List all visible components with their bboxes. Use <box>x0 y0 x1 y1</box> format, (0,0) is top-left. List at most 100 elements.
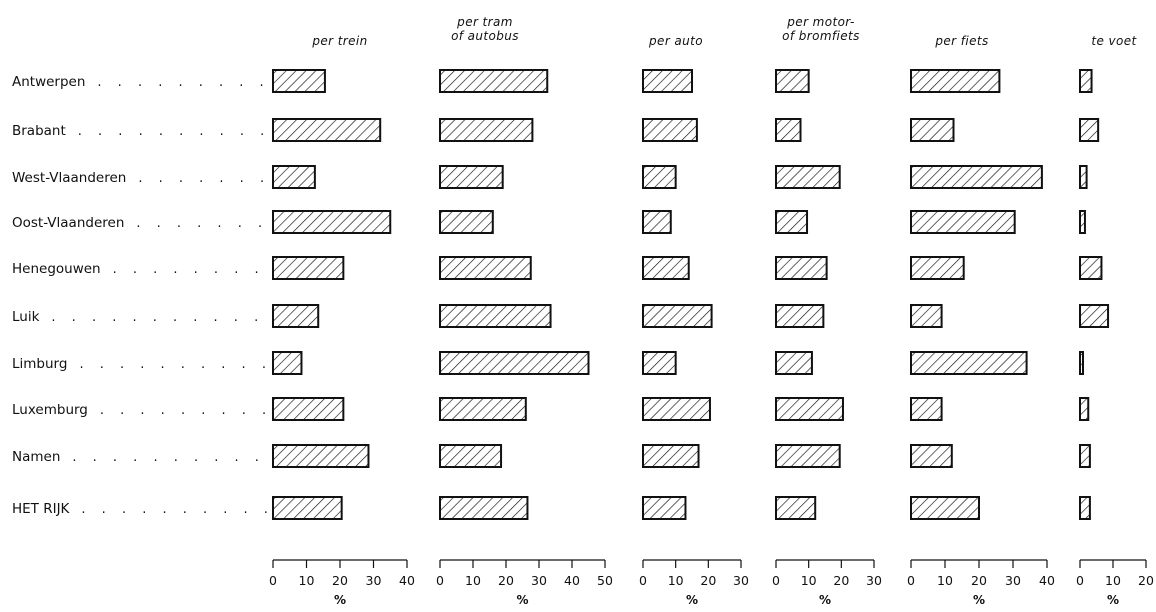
x-tick-label: 40 <box>399 573 415 588</box>
bar <box>439 210 494 234</box>
dot-leader: . . . . . . . . . <box>97 75 269 90</box>
x-tick-label: 0 <box>269 573 277 588</box>
x-tick-label: 10 <box>1105 573 1121 588</box>
x-tick-label: 30 <box>366 573 382 588</box>
x-tick-label: 10 <box>668 573 684 588</box>
x-axis-unit: % <box>516 593 528 607</box>
x-axis-unit: % <box>686 593 698 607</box>
dot-leader: . . . . . . . . . . <box>78 124 271 139</box>
x-tick-label: 30 <box>866 573 882 588</box>
x-tick-label: 40 <box>1039 573 1055 588</box>
bar <box>1079 351 1084 375</box>
category-label: HET RIJK <box>12 501 71 517</box>
dot-leader: . . . . . . . . . . <box>72 450 265 465</box>
dot-leader: . . . . . . . . . . <box>81 502 274 517</box>
bar <box>642 210 672 234</box>
category-label: West-Vlaanderen <box>12 170 126 186</box>
x-tick-label: 0 <box>639 573 647 588</box>
x-tick-label: 10 <box>299 573 315 588</box>
panel-header: per auto <box>648 34 703 48</box>
bar <box>642 496 687 520</box>
x-tick-label: 10 <box>801 573 817 588</box>
bar <box>910 210 1016 234</box>
x-tick-label: 0 <box>436 573 444 588</box>
x-tick-label: 30 <box>531 573 547 588</box>
bar <box>272 118 382 142</box>
category-label: Limburg <box>12 356 67 372</box>
bar <box>910 351 1028 375</box>
x-tick-label: 30 <box>1005 573 1021 588</box>
bar <box>272 256 345 280</box>
panel-header: te voet <box>1091 34 1137 48</box>
category-label: Brabant <box>12 123 66 139</box>
bar <box>439 496 529 520</box>
bar <box>775 444 841 468</box>
bar <box>439 69 549 93</box>
bar <box>642 118 698 142</box>
bar <box>910 118 955 142</box>
bar <box>1079 304 1110 328</box>
bar <box>1079 210 1086 234</box>
bar <box>439 351 590 375</box>
bar <box>775 496 817 520</box>
x-tick-label: 10 <box>937 573 953 588</box>
bar <box>910 444 953 468</box>
x-tick-label: 20 <box>971 573 987 588</box>
category-label: Oost-Vlaanderen <box>12 215 124 231</box>
x-tick-label: 0 <box>907 573 915 588</box>
panel-5: per fiets 0 10 20 30 40% <box>907 34 1055 607</box>
bar <box>1079 496 1091 520</box>
x-axis-unit: % <box>973 593 985 607</box>
category-label: Luik <box>12 309 40 325</box>
bar <box>642 304 713 328</box>
bar <box>910 256 965 280</box>
x-tick-label: 20 <box>332 573 348 588</box>
category-label: Namen <box>12 449 60 465</box>
bar <box>272 496 343 520</box>
dot-leader: . . . . . . . . <box>113 262 265 277</box>
bar <box>272 304 320 328</box>
bar <box>775 69 810 93</box>
bar <box>272 351 303 375</box>
bar <box>910 397 943 421</box>
row-labels: Antwerpen . . . . . . . . . Brabant . . . .… <box>12 74 284 517</box>
bar <box>272 165 316 189</box>
panel-header-line2: of autobus <box>451 29 519 43</box>
x-axis-unit: % <box>1107 593 1119 607</box>
bar <box>775 165 841 189</box>
bar <box>272 210 392 234</box>
bar <box>775 351 813 375</box>
category-label: Antwerpen <box>12 74 85 90</box>
bar <box>642 69 693 93</box>
bar <box>775 210 809 234</box>
bar <box>775 256 828 280</box>
bar <box>272 444 370 468</box>
bar <box>910 69 1001 93</box>
x-axis-unit: % <box>819 593 831 607</box>
bar <box>439 165 504 189</box>
bar <box>1079 256 1103 280</box>
dot-leader: . . . . . . . . . . . . <box>51 310 284 325</box>
bar <box>439 397 527 421</box>
bar <box>910 304 943 328</box>
dot-leader: . . . . . . . <box>138 171 270 186</box>
bar <box>1079 444 1091 468</box>
bar <box>1079 69 1093 93</box>
category-label: Henegouwen <box>12 261 101 277</box>
bar <box>775 118 802 142</box>
panel-3: per auto 0 10 20 30% <box>639 34 749 607</box>
x-tick-label: 20 <box>1138 573 1154 588</box>
bar <box>775 397 844 421</box>
bar <box>642 165 677 189</box>
panel-header: per fiets <box>934 34 988 48</box>
bar <box>775 304 825 328</box>
dot-leader: . . . . . . . . . . <box>79 357 272 372</box>
bar <box>272 397 345 421</box>
bar <box>1079 118 1100 142</box>
bar <box>642 397 711 421</box>
bar <box>910 165 1043 189</box>
x-tick-label: 20 <box>498 573 514 588</box>
panel-header-line1: per tram <box>456 15 513 29</box>
